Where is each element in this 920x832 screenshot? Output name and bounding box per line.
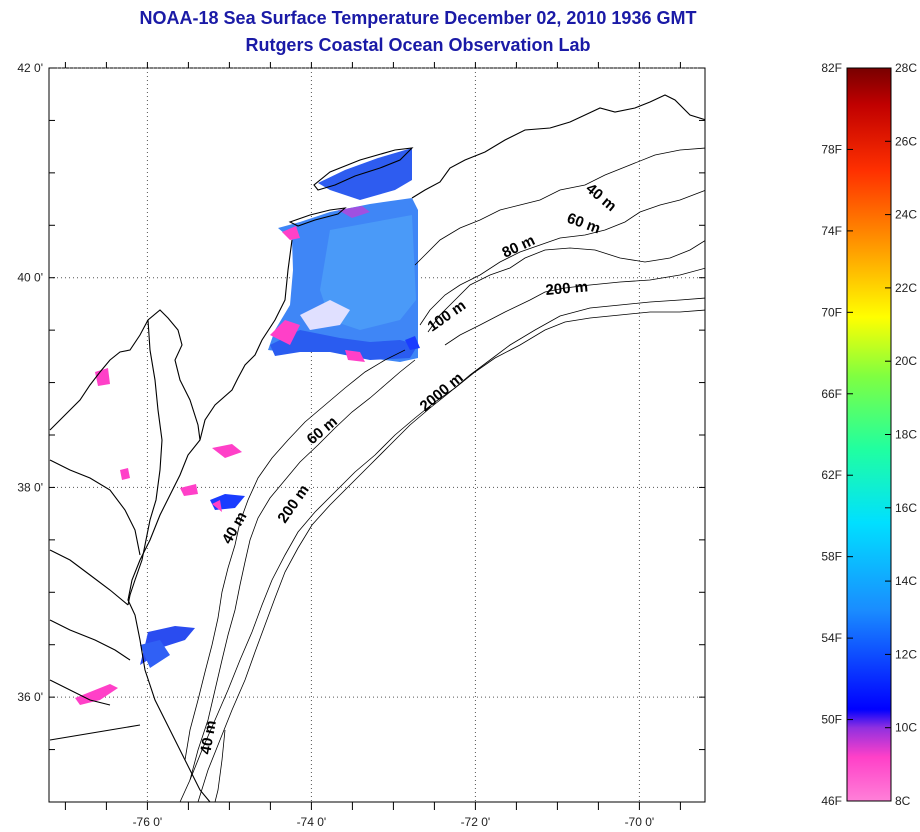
colorbar-c-label: 20C	[895, 354, 917, 368]
colorbar-f-label: 78F	[821, 142, 842, 156]
colorbar-f-label: 50F	[821, 713, 842, 727]
lat-tick-label: 40 0'	[17, 271, 43, 285]
map-subtitle: Rutgers Coastal Ocean Observation Lab	[245, 35, 591, 55]
colorbar-gradient	[846, 67, 892, 802]
sst-data-swath	[75, 148, 420, 705]
colorbar-c-label: 28C	[895, 61, 917, 75]
colorbar-c-label: 18C	[895, 428, 917, 442]
lon-tick-label: -76 0'	[133, 815, 163, 829]
colorbar-c-label: 12C	[895, 647, 917, 661]
lat-tick-label: 38 0'	[17, 480, 43, 494]
colorbar-f-label: 62F	[821, 468, 842, 482]
colorbar-f-label: 58F	[821, 550, 842, 564]
colorbar-c-label: 16C	[895, 501, 917, 515]
colorbar-f-label: 82F	[821, 61, 842, 75]
lat-tick-label: 36 0'	[17, 690, 43, 704]
colorbar-f-label: 54F	[821, 631, 842, 645]
colorbar-c-label: 10C	[895, 721, 917, 735]
colorbar-labels: 82F 78F 74F 70F 66F 62F 58F 54F 50F 46F 28C 26C 24C 2…	[821, 61, 917, 808]
colorbar-c-label: 24C	[895, 208, 917, 222]
colorbar-f-label: 66F	[821, 387, 842, 401]
colorbar-c-label: 26C	[895, 134, 917, 148]
lon-tick-label: -74 0'	[297, 815, 327, 829]
map-axes: 42 0' 40 0' 38 0' 36 0' -76 0' -74 0' -72 0' -7…	[17, 61, 705, 829]
colorbar-c-label: 22C	[895, 281, 917, 295]
isobath-label: 200 m	[545, 278, 589, 299]
isobaths	[179, 147, 705, 802]
coastline	[49, 94, 705, 802]
colorbar-c-label: 8C	[895, 794, 911, 808]
lon-tick-label: -72 0'	[461, 815, 491, 829]
lat-tick-label: 42 0'	[17, 61, 43, 75]
colorbar-c-label: 14C	[895, 574, 917, 588]
colorbar-f-label: 74F	[821, 224, 842, 238]
isobath-label: 40 m	[197, 719, 220, 756]
lon-tick-label: -70 0'	[625, 815, 655, 829]
colorbar-f-label: 70F	[821, 305, 842, 319]
colorbar-f-label: 46F	[821, 794, 842, 808]
map-title: NOAA-18 Sea Surface Temperature December…	[139, 8, 697, 28]
